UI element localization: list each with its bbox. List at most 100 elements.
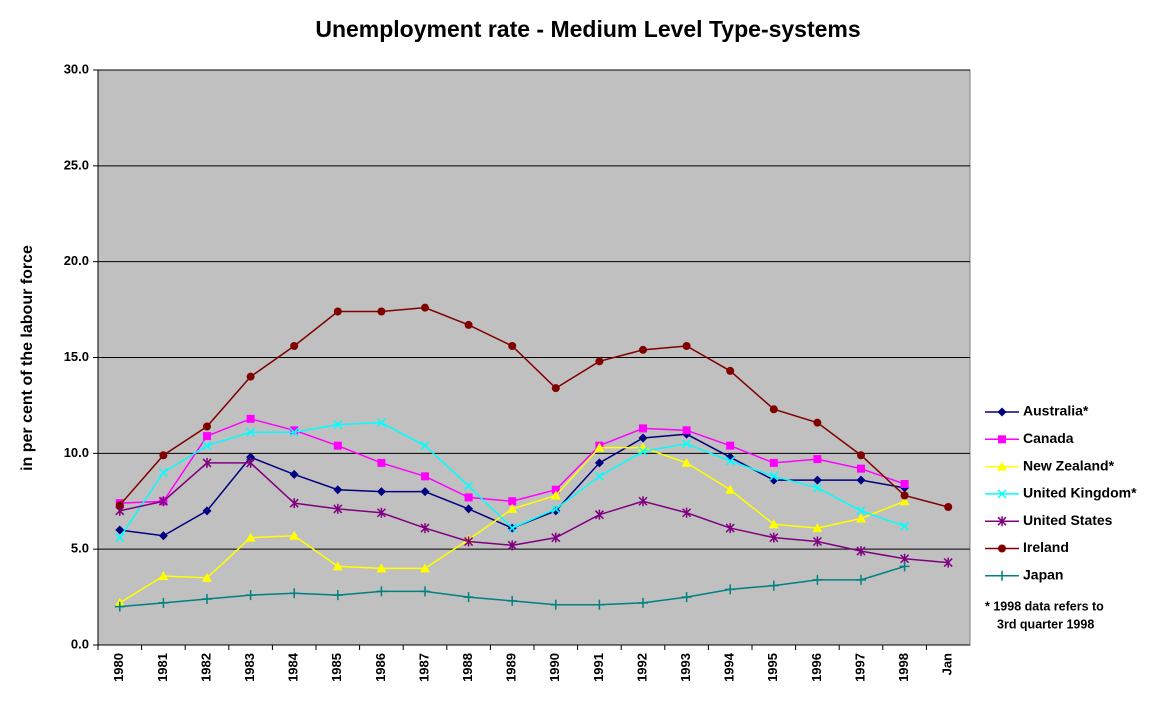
marker: [813, 418, 822, 427]
marker: [420, 563, 430, 573]
marker: [900, 521, 910, 531]
marker: [507, 503, 518, 513]
marker: [377, 307, 386, 316]
marker: [464, 504, 474, 514]
marker: [638, 496, 648, 507]
x-tick-label: 1994: [722, 652, 737, 682]
marker: [769, 458, 778, 467]
marker: [158, 496, 168, 507]
y-tick-label: 5.0: [71, 541, 89, 556]
marker: [857, 464, 865, 473]
x-tick-label: 1992: [634, 653, 649, 682]
marker: [289, 530, 300, 540]
marker: [899, 496, 910, 506]
y-tick-label: 0.0: [71, 636, 89, 651]
marker: [682, 342, 691, 350]
marker: [376, 586, 387, 597]
marker: [812, 523, 823, 533]
x-tick-label: 1993: [678, 653, 693, 682]
marker: [900, 491, 909, 500]
note: * 1998 data refers to: [985, 599, 1104, 613]
marker: [551, 485, 560, 494]
marker: [812, 574, 823, 585]
marker: [376, 563, 387, 573]
marker: [550, 490, 561, 500]
x-tick-label: 1997: [852, 653, 867, 682]
marker: [900, 480, 909, 488]
marker: [246, 414, 255, 423]
marker: [681, 592, 692, 603]
marker: [115, 533, 125, 543]
y-tick-label: 25.0: [64, 157, 89, 172]
marker: [333, 307, 342, 316]
marker: [594, 599, 605, 610]
x-tick-label: 1986: [373, 653, 388, 682]
marker: [812, 536, 822, 547]
marker: [421, 472, 429, 481]
marker: [638, 597, 648, 608]
marker: [508, 342, 517, 350]
marker: [681, 457, 692, 467]
marker: [376, 507, 386, 518]
marker: [856, 475, 866, 485]
marker: [289, 427, 299, 437]
marker: [725, 584, 736, 595]
marker: [856, 506, 866, 516]
marker: [333, 503, 343, 514]
y-tick-label: 10.0: [64, 445, 89, 460]
marker: [246, 427, 256, 437]
legend-label: Japan: [1023, 567, 1063, 583]
marker: [420, 586, 430, 597]
x-tick-label: 1990: [547, 653, 562, 682]
marker: [289, 498, 299, 509]
marker: [202, 506, 212, 516]
marker: [333, 441, 342, 450]
marker: [856, 574, 866, 585]
marker: [813, 455, 822, 464]
marker: [333, 420, 343, 430]
marker: [507, 540, 517, 551]
x-tick-label: 1984: [286, 652, 301, 682]
marker: [158, 597, 169, 608]
marker: [769, 405, 778, 414]
x-tick-label: 1988: [460, 653, 475, 682]
marker: [943, 557, 953, 568]
x-tick-label: 1983: [242, 653, 257, 682]
marker: [159, 451, 168, 460]
marker: [203, 432, 211, 441]
marker: [464, 481, 474, 491]
legend-label: New Zealand*: [1023, 457, 1115, 473]
marker: [768, 519, 779, 529]
legend-label: Australia*: [1023, 403, 1089, 419]
marker: [944, 503, 953, 511]
marker: [114, 601, 125, 612]
marker: [115, 525, 125, 535]
marker: [420, 441, 430, 451]
marker: [594, 509, 604, 520]
legend-label: United Kingdom*: [1023, 485, 1137, 501]
marker: [682, 507, 692, 518]
series-line: [119, 462, 949, 564]
marker: [508, 497, 517, 506]
marker: [856, 513, 866, 523]
marker: [333, 485, 343, 495]
marker: [246, 452, 256, 462]
series-line: [119, 306, 949, 508]
x-tick-label: 1980: [111, 653, 126, 682]
marker: [420, 523, 430, 534]
marker: [202, 572, 212, 582]
marker: [638, 433, 648, 443]
marker: [812, 483, 822, 493]
marker: [997, 570, 1007, 581]
marker: [421, 303, 429, 312]
marker: [856, 546, 866, 557]
marker: [725, 484, 736, 494]
marker: [158, 571, 169, 580]
marker: [245, 532, 256, 542]
marker: [245, 590, 256, 601]
marker: [464, 320, 473, 329]
marker: [420, 487, 430, 497]
marker: [812, 475, 822, 485]
marker: [998, 544, 1006, 553]
